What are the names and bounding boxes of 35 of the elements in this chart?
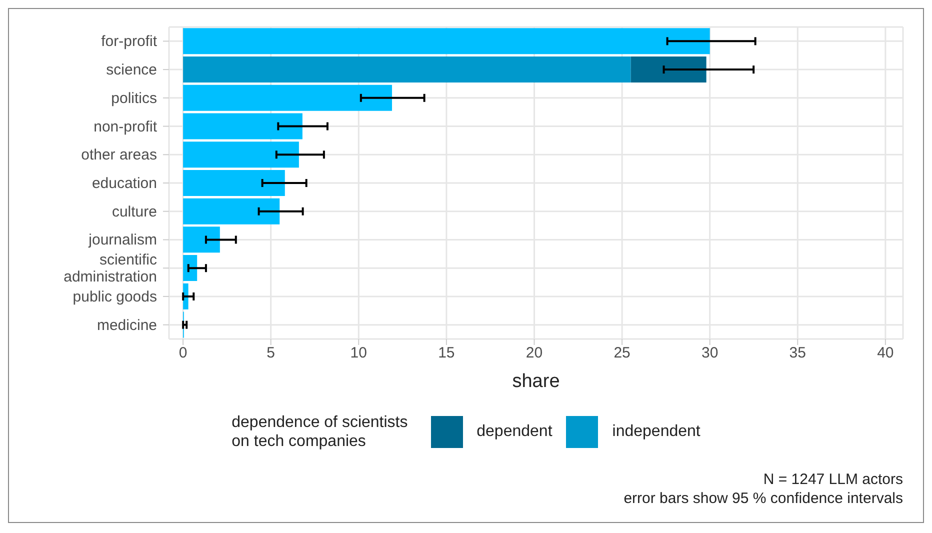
text: N = 1247 LLM actors — [762, 470, 903, 489]
y-tick-label: other areas — [81, 146, 157, 164]
y-tick-label: journalism — [88, 232, 157, 249]
x-tick-label: 5 — [266, 344, 276, 362]
y-tick-label: for-profit — [101, 33, 158, 50]
legend-label: dependent — [476, 423, 552, 441]
y-tick-label: medicine — [96, 316, 157, 334]
x-tick-label: 20 — [526, 344, 543, 362]
x-tick-label: 35 — [789, 344, 806, 362]
bar — [183, 255, 198, 282]
x-tick-label: 25 — [614, 344, 630, 362]
y-tick-label: culture — [112, 203, 157, 220]
bar — [183, 56, 631, 82]
y-tick-label: science — [106, 62, 157, 79]
bar — [183, 226, 220, 253]
bar — [183, 84, 392, 111]
x-axis-title: share — [512, 371, 560, 392]
legend-title: dependence of scientists on tech companies — [232, 413, 409, 451]
x-tick-label: 30 — [702, 344, 718, 362]
bar — [183, 170, 285, 196]
bar — [183, 113, 302, 140]
bar — [183, 198, 280, 224]
x-tick-label: 10 — [350, 344, 367, 362]
bar — [183, 142, 299, 168]
x-tick-label: 40 — [877, 344, 894, 362]
y-tick-label: non-profit — [94, 118, 158, 136]
x-tick-label: 15 — [438, 344, 455, 362]
bar — [183, 28, 710, 54]
y-tick-label: politics — [111, 90, 157, 107]
text: error bars show 95 % confidence intervals — [624, 489, 903, 508]
legend-label: independent — [612, 423, 700, 441]
y-tick-label: education — [92, 175, 157, 192]
y-tick-label: public goods — [72, 288, 157, 306]
x-tick-label: 0 — [178, 344, 188, 362]
bar — [630, 56, 706, 82]
